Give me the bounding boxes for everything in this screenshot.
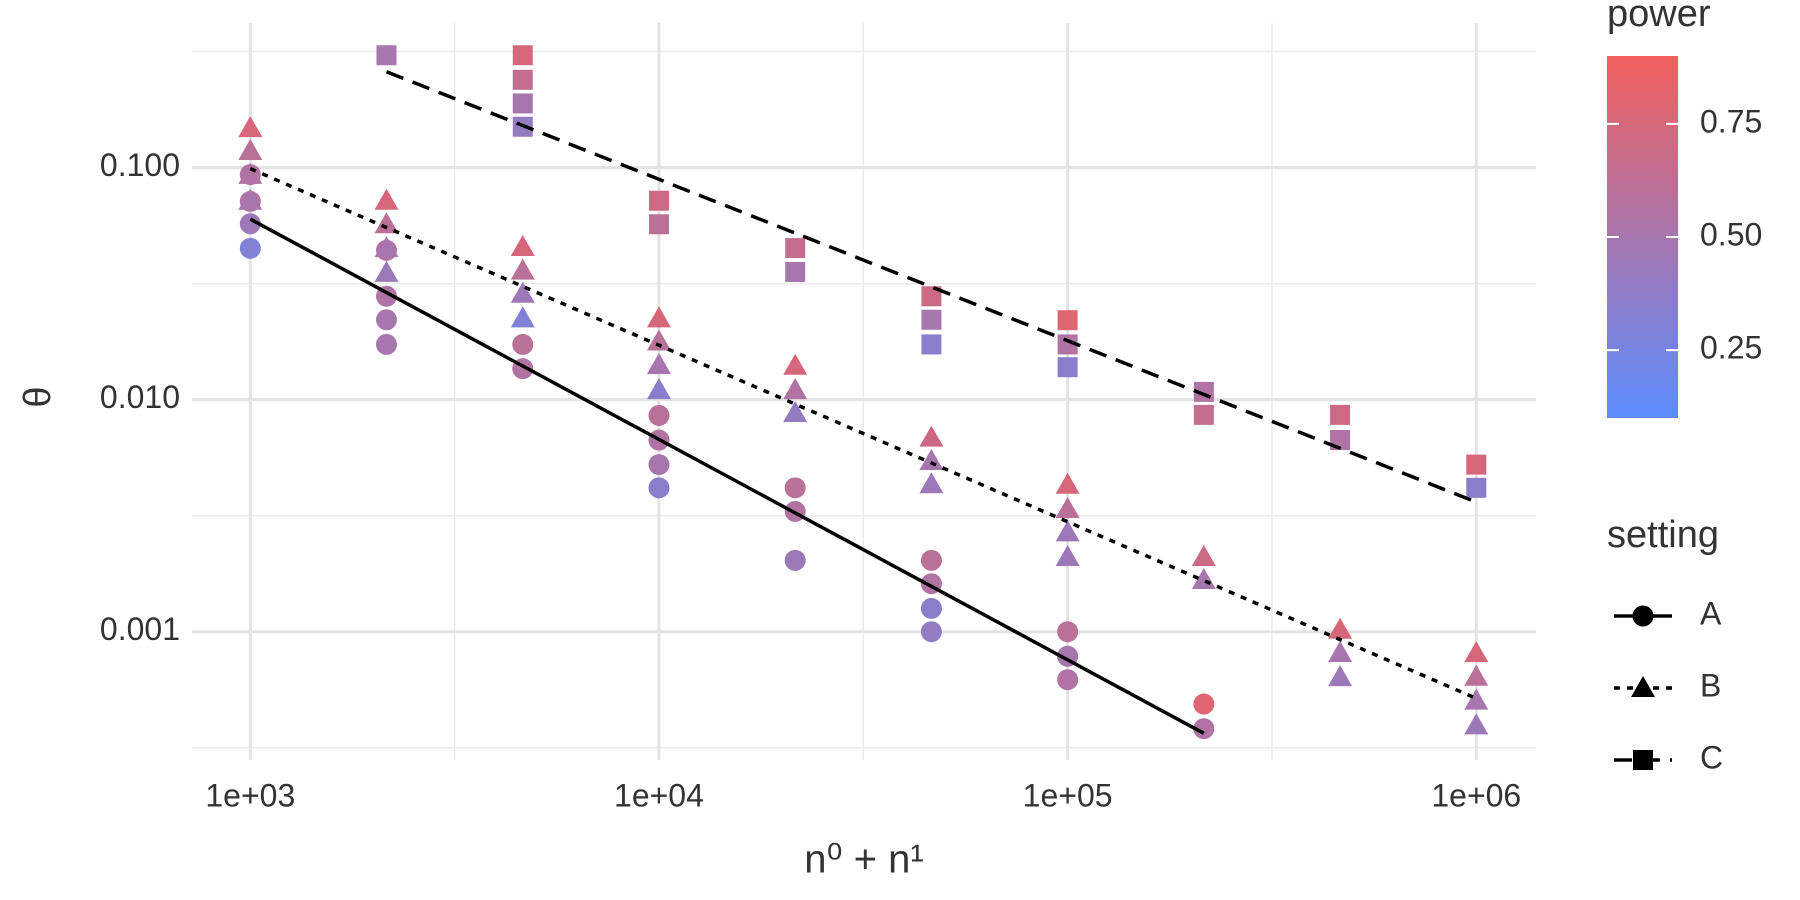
point — [648, 477, 670, 499]
point — [1193, 718, 1215, 740]
legend-label: B — [1700, 667, 1721, 703]
point — [238, 116, 263, 138]
point — [1464, 688, 1489, 710]
point — [1464, 640, 1489, 662]
x-tick-label: 1e+05 — [1023, 777, 1113, 813]
point — [785, 261, 806, 282]
color-bar-label: 0.25 — [1700, 330, 1762, 366]
point — [783, 401, 808, 423]
point — [1057, 669, 1079, 691]
legend-key-shape — [1631, 676, 1655, 697]
point — [238, 188, 263, 210]
point — [1057, 621, 1079, 643]
point — [1330, 404, 1351, 425]
legend-key-shape — [1632, 605, 1654, 627]
point — [646, 353, 671, 375]
point — [646, 378, 671, 400]
point — [785, 238, 806, 259]
x-tick-label: 1e+04 — [614, 777, 704, 813]
point — [510, 258, 535, 280]
point — [374, 236, 399, 258]
point — [512, 333, 534, 355]
point — [510, 234, 535, 256]
y-tick-label: 0.001 — [100, 611, 180, 647]
point — [784, 477, 806, 499]
point — [238, 138, 263, 160]
point — [648, 190, 669, 211]
point — [919, 425, 944, 447]
point — [1191, 544, 1216, 566]
x-tick-label: 1e+03 — [205, 777, 295, 813]
point — [374, 188, 399, 210]
point — [1057, 357, 1078, 378]
point — [1055, 544, 1080, 566]
point — [1057, 334, 1078, 355]
point — [1055, 472, 1080, 494]
color-bar-label: 0.50 — [1700, 216, 1762, 252]
color-bar-label: 0.75 — [1700, 103, 1762, 139]
point — [374, 212, 399, 234]
point — [1328, 665, 1353, 687]
fit-line — [249, 217, 1205, 735]
shape-legend-title: setting — [1607, 514, 1719, 556]
x-axis-title: n⁰ + n¹ — [804, 838, 923, 882]
point — [1466, 477, 1487, 498]
point — [1057, 310, 1078, 331]
point — [1193, 693, 1215, 715]
point — [920, 549, 942, 571]
point — [646, 306, 671, 328]
point — [510, 306, 535, 328]
point — [1055, 496, 1080, 518]
point — [1193, 404, 1214, 425]
point — [239, 237, 261, 259]
point — [921, 286, 942, 307]
point — [1328, 617, 1353, 639]
point — [374, 260, 399, 282]
point — [646, 329, 671, 351]
point — [238, 162, 263, 184]
y-axis-title: θ — [17, 386, 59, 407]
y-tick-label: 0.010 — [100, 379, 180, 415]
legend-label: C — [1700, 739, 1723, 775]
point — [510, 281, 535, 303]
point — [512, 69, 533, 90]
point — [1464, 713, 1489, 735]
point — [1328, 640, 1353, 662]
point — [919, 472, 944, 494]
point — [375, 309, 397, 331]
point — [648, 454, 670, 476]
point — [1464, 664, 1489, 686]
point — [375, 333, 397, 355]
point — [648, 404, 670, 426]
point — [784, 549, 806, 571]
point — [920, 621, 942, 643]
point — [376, 45, 397, 66]
point — [783, 353, 808, 375]
y-tick-label: 0.100 — [100, 147, 180, 183]
fit-line — [249, 167, 1477, 701]
point — [648, 214, 669, 235]
color-legend-title: power — [1607, 0, 1711, 35]
point — [921, 309, 942, 330]
point — [783, 378, 808, 400]
x-tick-label: 1e+06 — [1431, 777, 1521, 813]
point — [512, 45, 533, 66]
point — [1466, 454, 1487, 475]
point — [512, 93, 533, 114]
point — [921, 334, 942, 355]
point — [919, 449, 944, 471]
point — [920, 597, 942, 619]
legend-label: A — [1700, 595, 1722, 631]
point — [239, 213, 261, 235]
legend-key-shape — [1633, 750, 1653, 770]
point — [1055, 520, 1080, 542]
